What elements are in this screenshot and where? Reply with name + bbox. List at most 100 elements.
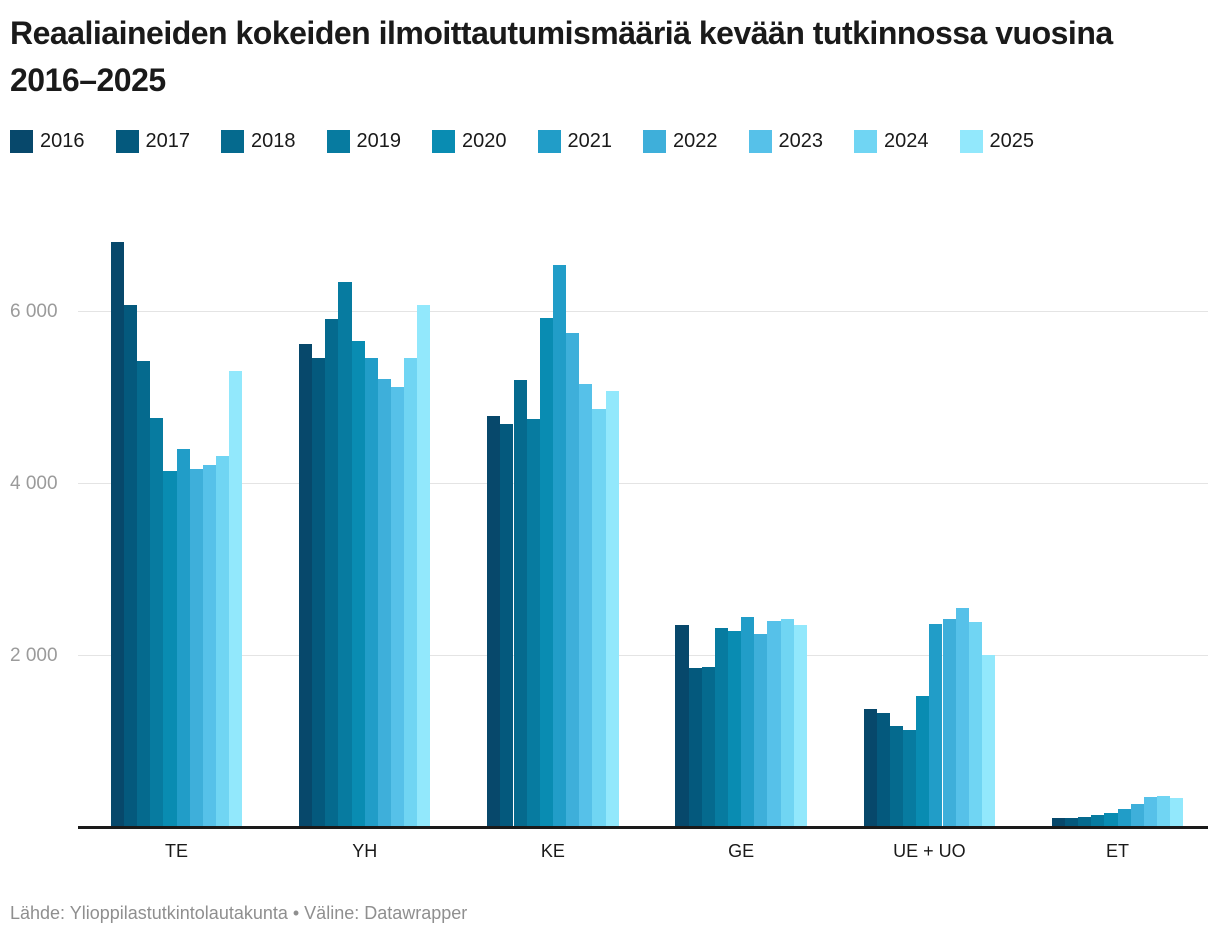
- legend-swatch-2016: [10, 130, 33, 153]
- bar-YH-2020[interactable]: [351, 340, 365, 828]
- x-axis-category-label: YH: [352, 841, 378, 861]
- bar-ET-2024[interactable]: [1157, 795, 1171, 828]
- legend-item-2017: 2017: [115, 130, 191, 153]
- bar-GE-2018[interactable]: [701, 666, 715, 828]
- legend-swatch-2022: [643, 130, 666, 153]
- bar-KE-2021[interactable]: [552, 265, 567, 828]
- bar-GE-2016[interactable]: [675, 624, 689, 828]
- bar-ET-2021[interactable]: [1117, 808, 1131, 828]
- legend-item-2021: 2021: [537, 130, 613, 153]
- legend-item-2023: 2023: [748, 130, 824, 153]
- bar-UE-UO-2025[interactable]: [981, 654, 996, 828]
- bar-UE-UO-2020[interactable]: [916, 695, 930, 828]
- bar-KE-2018[interactable]: [513, 380, 527, 828]
- legend-swatch-2020: [432, 130, 455, 153]
- bar-GE-2017[interactable]: [688, 668, 702, 828]
- bar-ET-2022[interactable]: [1130, 804, 1144, 828]
- legend-swatch-2017: [115, 130, 139, 153]
- bar-UE-UO-2021[interactable]: [929, 623, 943, 828]
- legend-item-2024: 2024: [854, 130, 929, 153]
- bar-YH-2016[interactable]: [299, 344, 313, 828]
- bar-TE-2019[interactable]: [150, 418, 164, 828]
- bar-ET-2020[interactable]: [1104, 813, 1118, 828]
- legend-item-2018: 2018: [221, 130, 296, 153]
- bar-UE-UO-2017[interactable]: [876, 713, 890, 828]
- bar-TE-2017[interactable]: [123, 304, 138, 828]
- legend-swatch-2024: [854, 130, 877, 153]
- bar-GE-2020[interactable]: [728, 631, 742, 828]
- bar-YH-2017[interactable]: [312, 357, 326, 828]
- bar-TE-2022[interactable]: [189, 468, 203, 828]
- x-axis-category-label: TE: [165, 841, 189, 861]
- legend-item-2025: 2025: [959, 130, 1035, 153]
- legend-label: 2016: [40, 130, 85, 152]
- x-axis-category-label: ET: [1106, 841, 1130, 861]
- bar-UE-UO-2023[interactable]: [955, 608, 969, 828]
- bar-TE-2016[interactable]: [110, 241, 124, 828]
- legend-swatch-2025: [959, 130, 983, 153]
- legend-item-2022: 2022: [643, 130, 718, 153]
- legend-swatch-2021: [537, 130, 561, 153]
- bar-ET-2016[interactable]: [1051, 818, 1065, 828]
- bar-TE-2024[interactable]: [216, 455, 230, 828]
- bar-YH-2021[interactable]: [364, 357, 378, 828]
- source-line: Lähde: Ylioppilastutkintolautakunta • Vä…: [10, 903, 468, 923]
- bar-KE-2025[interactable]: [605, 391, 619, 828]
- bar-GE-2022[interactable]: [754, 634, 768, 828]
- bar-UE-UO-2024[interactable]: [968, 621, 982, 828]
- bar-TE-2018[interactable]: [137, 360, 151, 828]
- bar-KE-2022[interactable]: [566, 333, 580, 828]
- y-axis-tick-label: 4 000: [10, 472, 58, 494]
- bar-GE-2024[interactable]: [780, 619, 794, 828]
- x-axis-category-label: GE: [728, 841, 755, 861]
- x-axis-category-label: KE: [540, 841, 565, 861]
- gridline-6000: [78, 311, 1208, 312]
- bar-YH-2018[interactable]: [325, 319, 339, 828]
- bar-ET-2017[interactable]: [1064, 818, 1079, 828]
- bar-YH-2023[interactable]: [391, 387, 405, 828]
- bar-KE-2019[interactable]: [526, 419, 540, 828]
- bar-YH-2019[interactable]: [338, 282, 352, 828]
- bar-TE-2020[interactable]: [163, 470, 177, 828]
- bar-ET-2023[interactable]: [1143, 797, 1157, 828]
- gridline-4000: [78, 483, 1208, 484]
- bar-KE-2023[interactable]: [579, 383, 593, 828]
- legend-label: 2021: [567, 130, 613, 152]
- bar-GE-2025[interactable]: [793, 624, 807, 828]
- bar-ET-2019[interactable]: [1091, 815, 1105, 828]
- legend-label: 2020: [462, 130, 507, 152]
- bar-KE-2020[interactable]: [539, 317, 553, 828]
- bar-GE-2023[interactable]: [767, 621, 781, 828]
- bar-KE-2024[interactable]: [592, 408, 606, 828]
- legend-label: 2023: [778, 130, 824, 152]
- bar-TE-2023[interactable]: [202, 464, 216, 828]
- bar-UE-UO-2018[interactable]: [889, 726, 904, 828]
- legend-label: 2018: [251, 130, 296, 152]
- bar-ET-2025[interactable]: [1170, 798, 1184, 828]
- bar-UE-UO-2019[interactable]: [903, 730, 917, 828]
- bar-TE-2025[interactable]: [229, 370, 243, 828]
- legend-item-2016: 2016: [10, 130, 85, 153]
- bar-YH-2024[interactable]: [404, 357, 418, 828]
- bar-GE-2019[interactable]: [714, 627, 728, 828]
- bar-GE-2021[interactable]: [741, 616, 755, 828]
- legend-swatch-2023: [748, 130, 772, 153]
- legend-label: 2025: [989, 130, 1035, 152]
- y-axis-tick-label: 2 000: [10, 644, 58, 666]
- bar-UE-UO-2016[interactable]: [863, 708, 877, 828]
- legend-label: 2019: [356, 130, 402, 152]
- legend-label: 2022: [673, 130, 718, 152]
- bar-ET-2018[interactable]: [1078, 817, 1092, 828]
- legend: 2016 2017 2018 2019 2020 2021 2022 2023 2024 2025: [10, 130, 1065, 153]
- bar-YH-2025[interactable]: [417, 304, 431, 828]
- x-axis-category-label: UE + UO: [893, 841, 966, 861]
- legend-swatch-2019: [326, 130, 350, 153]
- chart-title: Reaaliaineiden kokeiden ilmoittautumismä…: [10, 15, 1113, 98]
- bar-UE-UO-2022[interactable]: [942, 618, 956, 828]
- bar-KE-2016[interactable]: [487, 416, 501, 828]
- bar-YH-2022[interactable]: [377, 379, 392, 828]
- legend-label: 2017: [145, 130, 191, 152]
- bar-TE-2021[interactable]: [176, 449, 190, 828]
- bar-KE-2017[interactable]: [500, 424, 514, 828]
